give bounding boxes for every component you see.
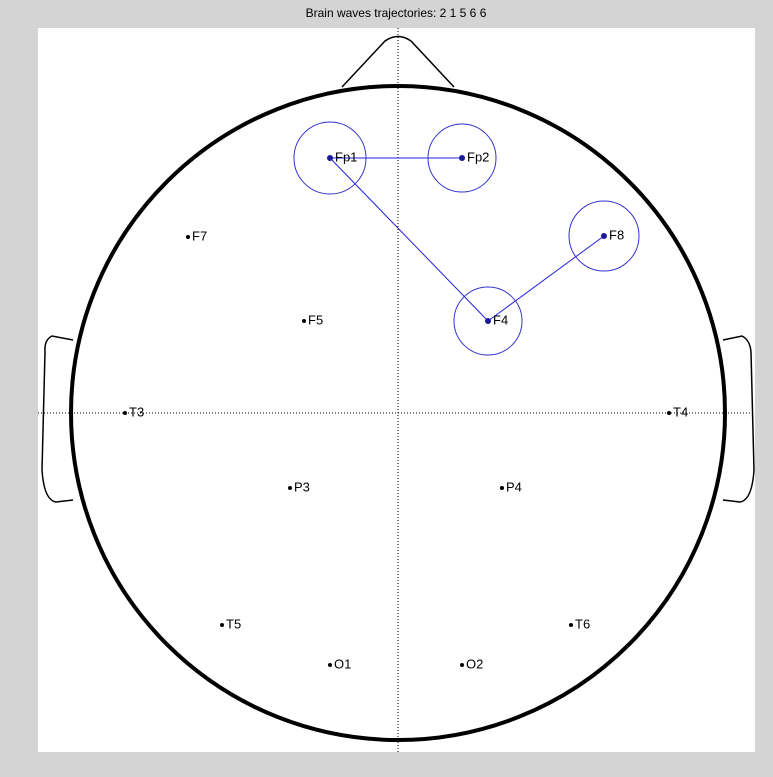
electrode-dot <box>460 663 464 667</box>
electrode-dot <box>186 235 190 239</box>
electrode-dot <box>302 319 306 323</box>
plot-area <box>38 28 755 752</box>
electrode-label: T6 <box>575 616 590 631</box>
electrode-dot <box>667 411 671 415</box>
electrode-label: Fp2 <box>467 149 489 164</box>
electrode-label: P3 <box>294 479 310 494</box>
electrode-label: T5 <box>226 616 241 631</box>
electrode-dot <box>569 623 573 627</box>
electrode-dot <box>601 233 607 239</box>
electrode-label: T4 <box>673 404 688 419</box>
electrode-label: F5 <box>308 312 323 327</box>
electrode-label: T3 <box>129 404 144 419</box>
electrode-dot <box>327 155 333 161</box>
electrode-dot <box>220 623 224 627</box>
electrode-label: O1 <box>334 656 351 671</box>
electrode-dot <box>328 663 332 667</box>
electrode-label: O2 <box>466 656 483 671</box>
page: Brain waves trajectories: 2 1 5 6 6 Fp1 … <box>0 0 773 777</box>
electrode-label: F8 <box>609 227 624 242</box>
title: Brain waves trajectories: 2 1 5 6 6 <box>306 6 487 20</box>
electrode-dot <box>123 411 127 415</box>
electrode-dot <box>288 486 292 490</box>
electrode-label: Fp1 <box>335 149 357 164</box>
electrode-label: F7 <box>192 228 207 243</box>
electrode-label: F4 <box>493 312 508 327</box>
electrode-label: P4 <box>506 479 522 494</box>
electrode-dot <box>500 486 504 490</box>
electrode-dot <box>485 318 491 324</box>
electrode-dot <box>459 155 465 161</box>
